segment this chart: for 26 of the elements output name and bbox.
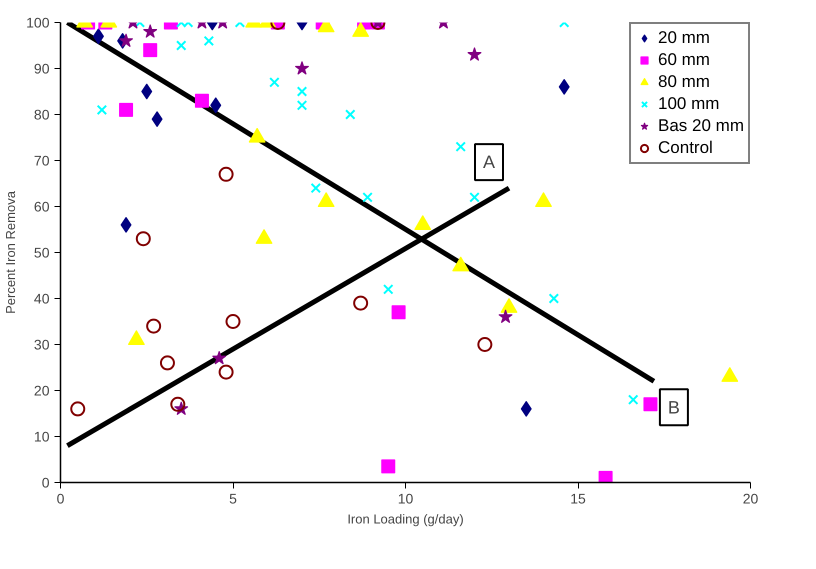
x-tick-label: 20	[742, 490, 758, 506]
y-tick-label: 40	[34, 290, 50, 306]
legend-label: Control	[658, 138, 713, 158]
x-tick-label: 5	[229, 490, 238, 506]
y-tick-label: 10	[34, 428, 50, 444]
y-tick-label: 20	[34, 382, 50, 398]
y-tick-label: 0	[42, 474, 50, 490]
y-axis-title: Percent Iron Remova	[3, 190, 18, 314]
series-label: B	[668, 397, 680, 418]
y-tick-label: 50	[34, 244, 50, 260]
legend-label: 80 mm	[658, 72, 710, 92]
series-label: A	[482, 152, 496, 172]
y-tick-label: 80	[34, 106, 50, 122]
y-tick-label: 90	[34, 60, 50, 76]
y-tick-label: 70	[34, 152, 50, 168]
x-tick-label: 10	[398, 490, 414, 506]
y-tick-label: 30	[34, 336, 50, 352]
legend-label: Bas 20 mm	[658, 116, 744, 136]
x-axis-title: Iron Loading (g/day)	[347, 512, 464, 526]
x-tick-label: 15	[570, 490, 586, 506]
legend-label: 20 mm	[658, 28, 710, 48]
legend-label: 60 mm	[658, 50, 710, 70]
y-tick-label: 100	[26, 14, 50, 30]
legend-label: 100 mm	[658, 94, 720, 114]
x-tick-label: 0	[56, 490, 65, 506]
y-tick-label: 60	[34, 198, 50, 214]
